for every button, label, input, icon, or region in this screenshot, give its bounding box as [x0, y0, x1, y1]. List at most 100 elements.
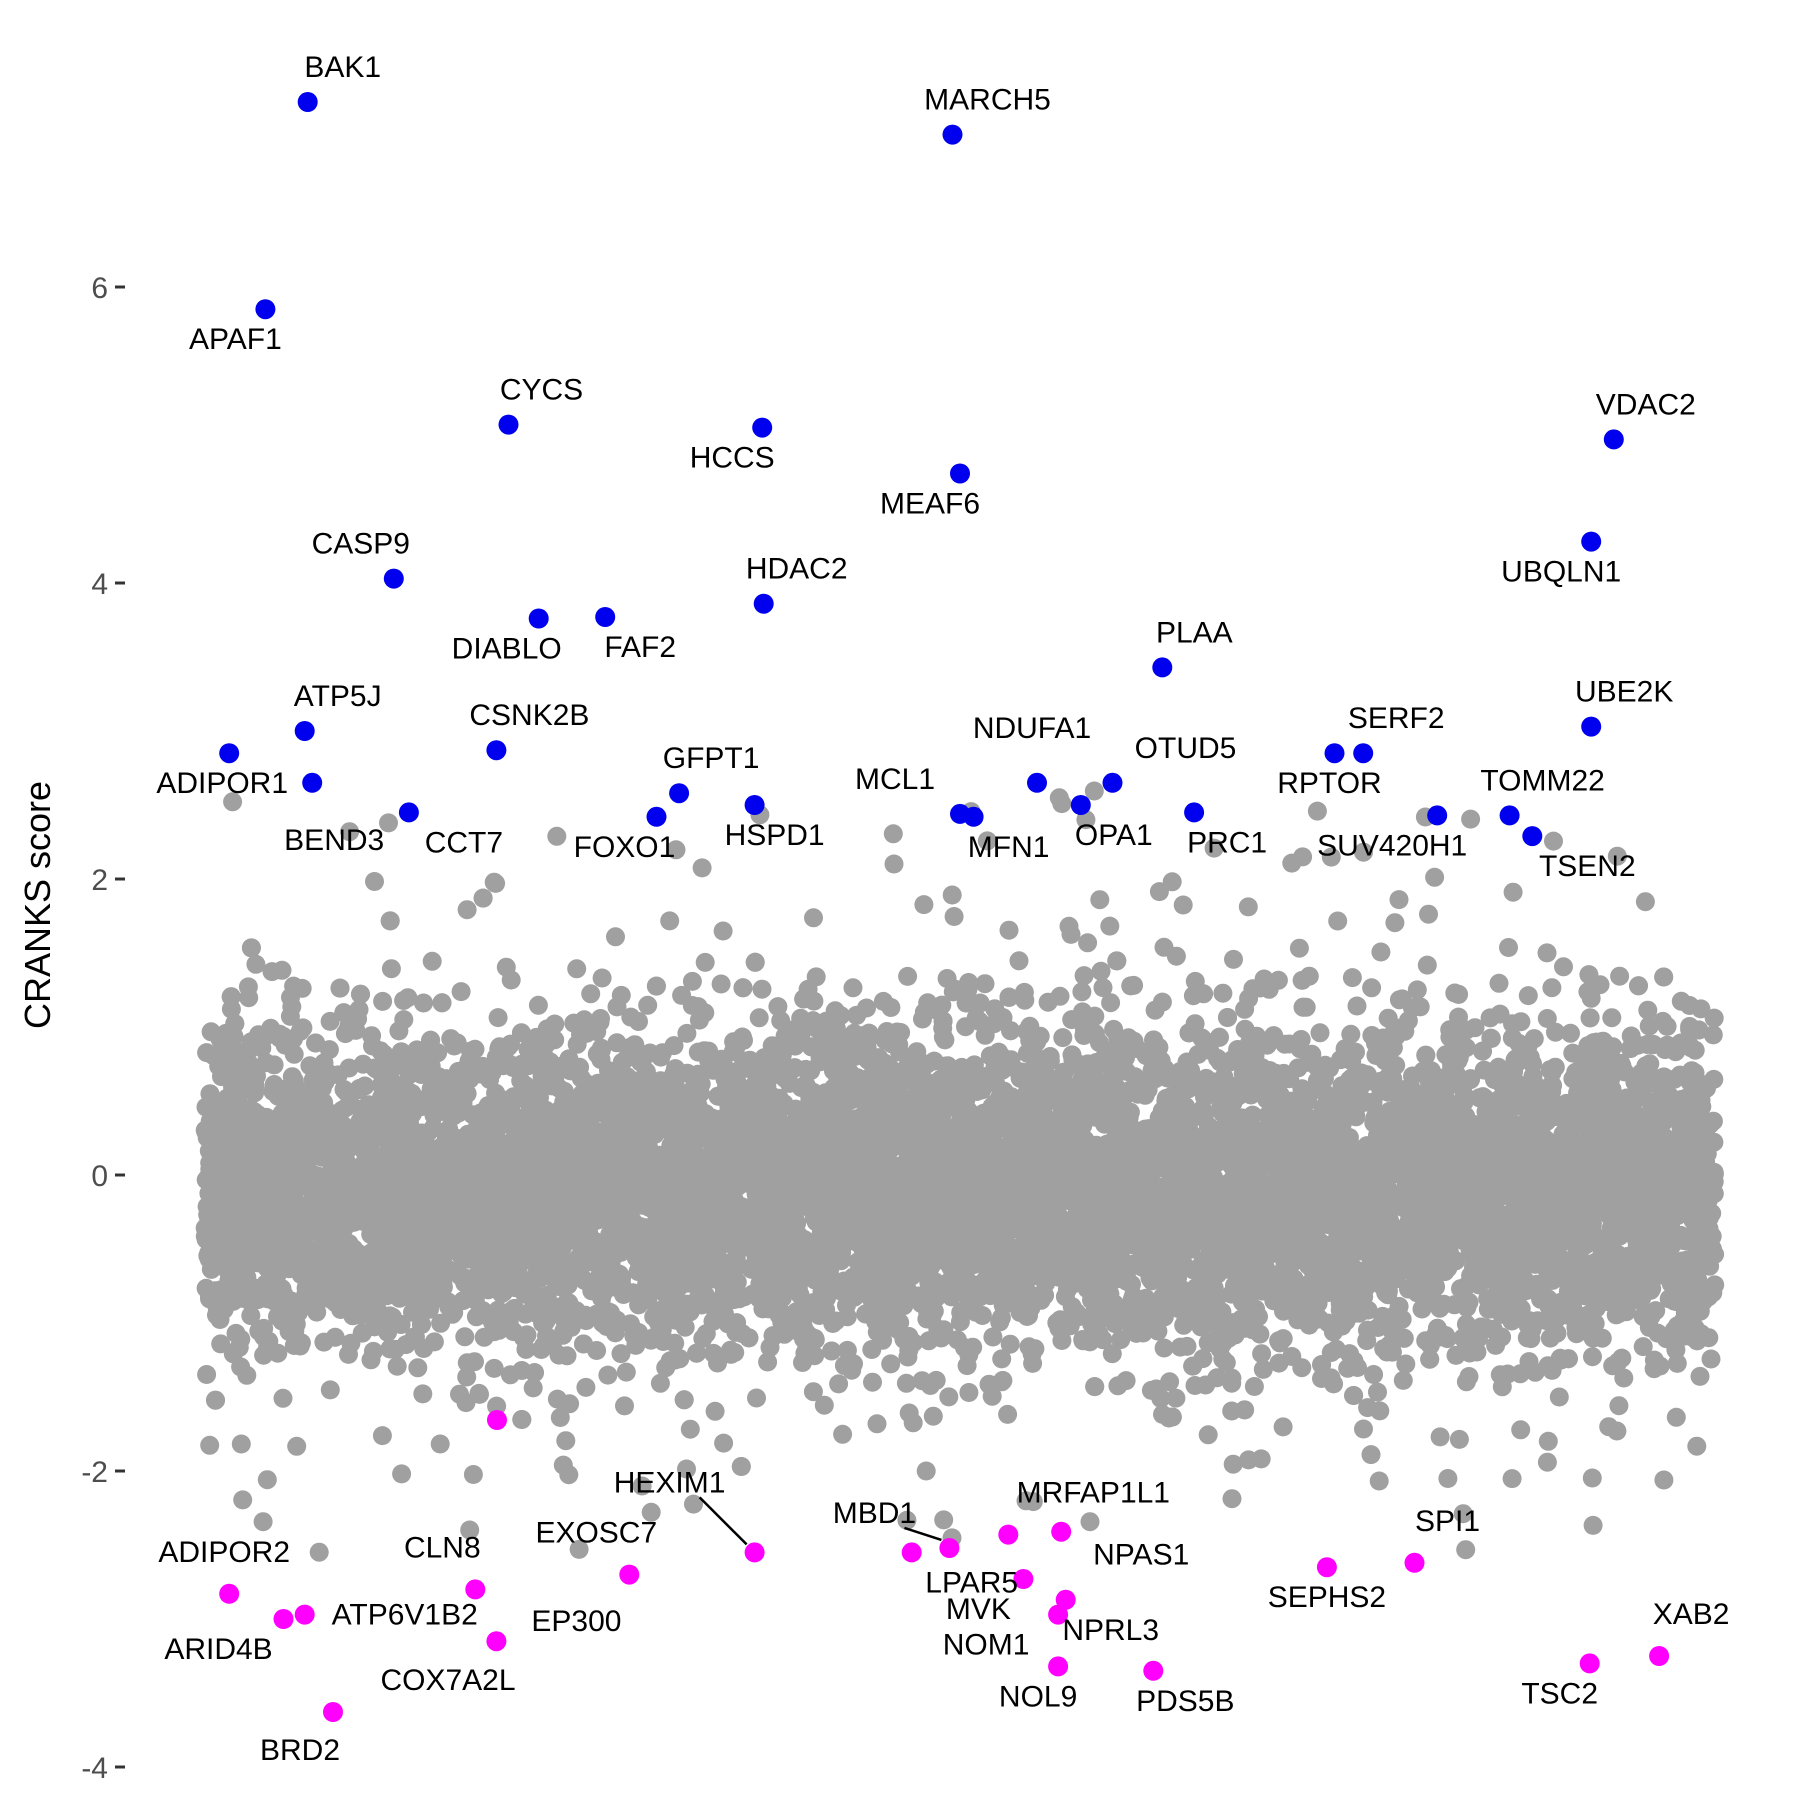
background-point — [680, 1419, 700, 1439]
background-point — [937, 969, 957, 988]
background-point — [262, 962, 282, 982]
background-point — [626, 1335, 646, 1355]
background-point — [314, 1332, 334, 1352]
background-point — [1253, 1359, 1273, 1379]
background-point — [1537, 1009, 1557, 1028]
y-tick-label: -4 — [81, 1752, 108, 1785]
background-point — [1704, 1008, 1724, 1028]
background-point — [939, 1387, 959, 1407]
background-point — [1292, 970, 1312, 990]
background-point — [1185, 1376, 1205, 1395]
background-point — [758, 1352, 778, 1372]
background-point — [547, 1389, 567, 1409]
background-point — [615, 1396, 634, 1416]
background-point — [592, 968, 612, 988]
background-point — [1590, 975, 1610, 995]
background-point — [598, 1365, 618, 1385]
background-point — [1544, 831, 1563, 851]
background-point — [898, 966, 918, 986]
background-point — [484, 1358, 504, 1378]
background-point — [496, 957, 516, 977]
background-point — [487, 1396, 507, 1416]
background-point — [1370, 1401, 1390, 1421]
background-point — [1310, 1023, 1330, 1043]
background-point — [829, 1374, 849, 1394]
background-point — [1154, 1338, 1174, 1358]
background-point — [1666, 1407, 1686, 1427]
background-point — [1546, 1022, 1565, 1042]
background-point — [1009, 951, 1029, 971]
background-point — [1091, 961, 1111, 981]
background-point — [1244, 1377, 1264, 1396]
background-point — [1518, 986, 1538, 1006]
background-point — [975, 974, 995, 994]
background-point — [713, 921, 733, 941]
background-point — [1198, 1425, 1218, 1445]
background-point — [1235, 999, 1255, 1019]
background-point — [361, 1350, 381, 1370]
background-point — [959, 1383, 979, 1402]
y-tick-label: -2 — [81, 1456, 108, 1489]
background-point — [1625, 1072, 1645, 1092]
background-points — [195, 781, 1725, 1562]
background-point — [638, 995, 658, 1015]
background-point — [675, 1317, 695, 1337]
background-point — [1124, 975, 1144, 995]
background-point — [1489, 973, 1509, 993]
background-point — [1078, 933, 1098, 953]
background-point — [1224, 949, 1243, 969]
background-point — [1499, 938, 1518, 957]
background-point — [1362, 978, 1382, 998]
y-tick-label: 2 — [91, 864, 108, 897]
background-point — [1537, 943, 1557, 963]
background-point — [1609, 1396, 1629, 1416]
background-point — [500, 1365, 520, 1385]
background-point — [1213, 983, 1233, 1003]
background-point — [1465, 1018, 1485, 1038]
background-point — [567, 959, 587, 979]
background-point — [1152, 992, 1172, 1012]
background-point — [947, 1330, 967, 1350]
background-point — [1701, 1349, 1721, 1369]
background-point — [1703, 1025, 1723, 1045]
background-point — [1235, 1019, 1255, 1039]
background-point — [607, 1033, 627, 1053]
background-point — [1166, 1388, 1186, 1408]
background-point — [1101, 993, 1121, 1013]
background-point — [381, 959, 401, 979]
background-point — [641, 1502, 661, 1522]
background-point — [747, 1388, 766, 1408]
background-point — [373, 991, 393, 1011]
background-point — [398, 988, 418, 1008]
background-point — [488, 1008, 508, 1028]
background-point — [1364, 1365, 1384, 1384]
background-point — [845, 1287, 864, 1307]
background-point — [1222, 1368, 1242, 1388]
background-point — [1252, 1344, 1272, 1364]
background-point — [999, 988, 1019, 1007]
background-point — [611, 985, 631, 1005]
background-point — [1183, 986, 1203, 1006]
background-point — [1216, 1353, 1236, 1373]
background-point — [567, 1034, 587, 1054]
background-point — [695, 952, 715, 972]
background-point — [1273, 1417, 1293, 1437]
background-point — [650, 1373, 670, 1393]
y-tick-label: 4 — [91, 568, 108, 601]
background-point — [1545, 1057, 1565, 1077]
background-point — [413, 1384, 433, 1404]
y-tick-label: 0 — [91, 1160, 108, 1193]
background-point — [1074, 966, 1094, 986]
background-point — [1014, 982, 1034, 1002]
background-point — [881, 1354, 901, 1374]
background-point — [992, 1349, 1012, 1369]
background-point — [320, 1011, 340, 1031]
background-point — [1289, 938, 1309, 958]
background-point — [387, 1356, 407, 1376]
background-point — [803, 1382, 823, 1402]
y-axis-title: CRANKS score — [17, 781, 58, 1029]
background-point — [246, 954, 266, 974]
background-point — [1633, 1337, 1653, 1357]
background-point — [523, 1378, 543, 1398]
